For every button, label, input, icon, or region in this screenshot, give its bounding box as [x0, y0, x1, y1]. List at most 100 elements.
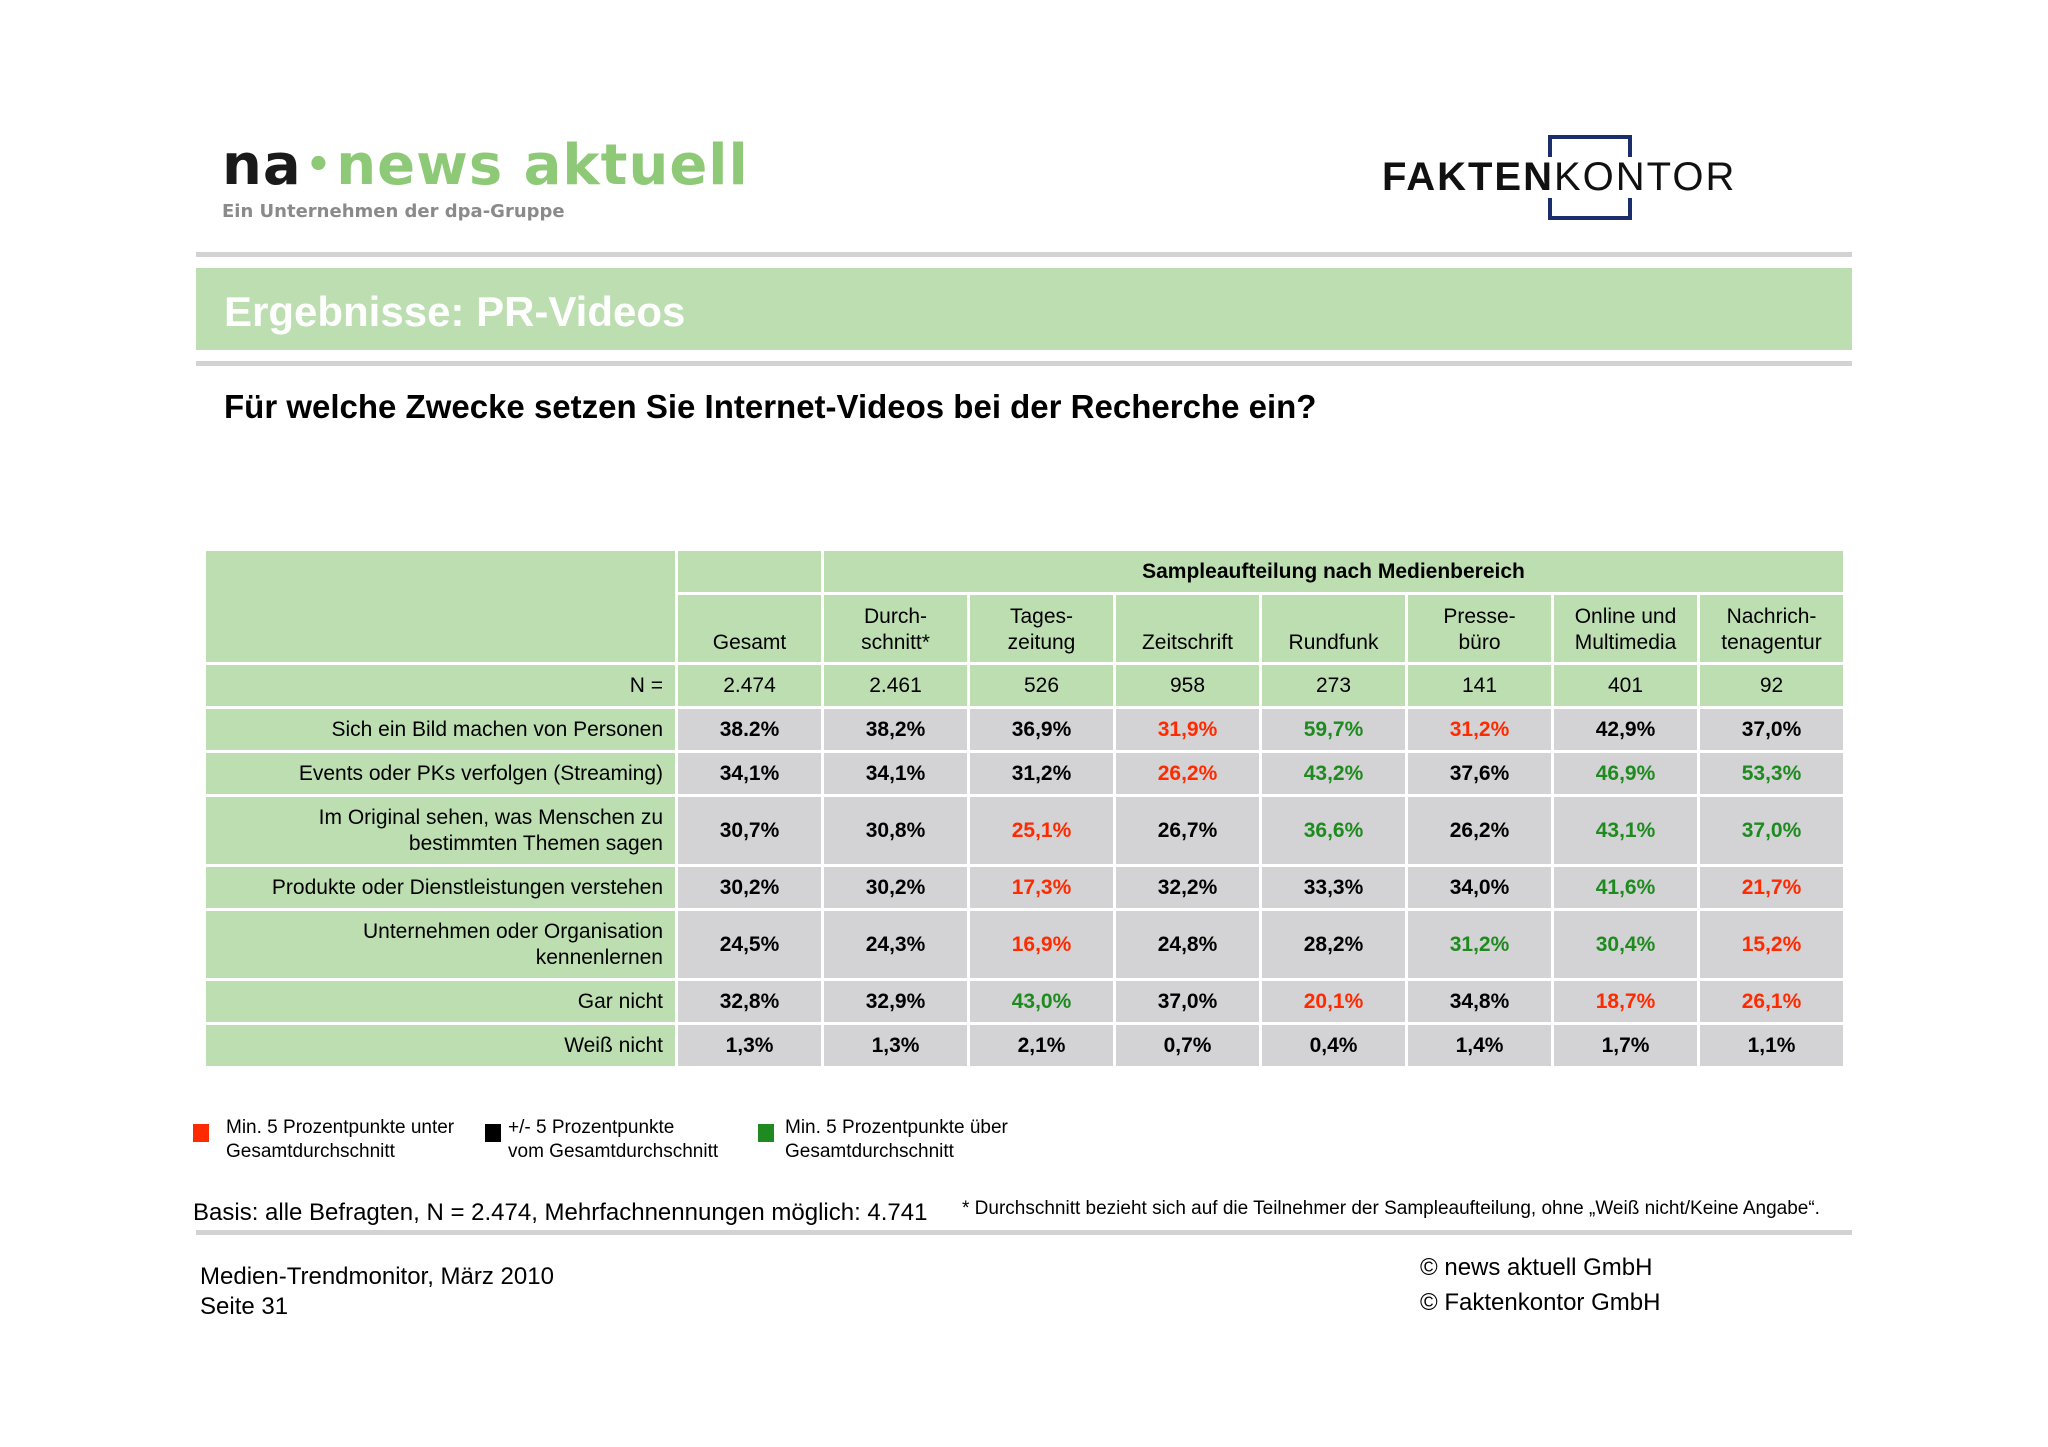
table-row: Unternehmen oder Organisation kennenlerne… — [203, 908, 1846, 981]
row-label: Unternehmen oder Organisation kennenlerne… — [203, 908, 678, 981]
row-label-line1: Sich ein Bild machen von Personen — [331, 717, 663, 741]
row-label-line1: Weiß nicht — [564, 1033, 663, 1057]
legend-neutral-line2: vom Gesamtdurchschnitt — [508, 1141, 719, 1162]
header-divider — [196, 252, 1852, 257]
value-cell: 30,8% — [821, 794, 970, 867]
n-row-label: N = — [203, 662, 678, 709]
table-row: Gar nicht 32,8% 32,9% 43,0% 37,0% 20,1% 34,8% 1… — [203, 978, 1846, 1025]
column-header: Presse-büro — [1405, 592, 1554, 665]
column-header-line1: Online und — [1574, 605, 1677, 628]
n-value-cell: 401 — [1551, 662, 1700, 709]
survey-question: Für welche Zwecke setzen Sie Internet-Vi… — [224, 388, 1317, 425]
value-cell: 43,0% — [967, 978, 1116, 1025]
table-row: Im Original sehen, was Menschen zu bestim… — [203, 794, 1846, 867]
sample-group-header: Sampleaufteilung nach Medienbereich — [821, 548, 1846, 595]
value-cell: 26,7% — [1113, 794, 1262, 867]
value-cell: 36,9% — [967, 706, 1116, 753]
results-table: Sampleaufteilung nach Medienbereich Gesa… — [203, 548, 1846, 1069]
row-label: Gar nicht — [203, 978, 678, 1025]
value-cell: 1,7% — [1551, 1022, 1700, 1069]
value-cell: 53,3% — [1697, 750, 1846, 797]
value-cell: 1,3% — [821, 1022, 970, 1069]
column-header-line2: tenagentur — [1721, 631, 1822, 654]
row-label-line1: Produkte oder Dienstleistungen verstehen — [271, 875, 663, 899]
value-cell: 2,1% — [967, 1022, 1116, 1069]
page-title: Ergebnisse: PR-Videos — [224, 288, 686, 335]
value-cell: 43,1% — [1551, 794, 1700, 867]
n-value-cell: 2.461 — [821, 662, 970, 709]
row-label: Sich ein Bild machen von Personen — [203, 706, 678, 753]
value-cell: 28,2% — [1259, 908, 1408, 981]
value-cell: 31,9% — [1113, 706, 1262, 753]
column-header-line1: Tages- — [1009, 605, 1074, 628]
logo-dot-icon: • — [305, 142, 333, 188]
source-info: Medien-Trendmonitor, März 2010 Seite 31 — [200, 1262, 554, 1322]
value-cell: 59,7% — [1259, 706, 1408, 753]
table-group-header-row: Sampleaufteilung nach Medienbereich — [203, 548, 1846, 665]
news-aktuell-logo: na •news aktuell Ein Unternehmen der dpa-… — [222, 132, 749, 222]
copyright-info: © news aktuell GmbH © Faktenkontor GmbH — [1420, 1250, 1660, 1320]
table-row: Events oder PKs verfolgen (Streaming) 34,… — [203, 750, 1846, 797]
column-header: Tages-zeitung — [967, 592, 1116, 665]
value-cell: 32,9% — [821, 978, 970, 1025]
legend-black-square-icon — [485, 1124, 501, 1142]
value-cell: 32,2% — [1113, 864, 1262, 911]
logo-bracket-bottom-icon — [1548, 198, 1632, 220]
value-cell: 24,3% — [821, 908, 970, 981]
column-header-line2: Gesamt — [712, 631, 787, 654]
row-label: Produkte oder Dienstleistungen verstehen — [203, 864, 678, 911]
column-header: Rundfunk — [1259, 592, 1408, 665]
table-row: Weiß nicht 1,3% 1,3% 2,1% 0,7% 0,4% 1,4% 1,7% 1,… — [203, 1022, 1846, 1069]
logo-brand-text: news aktuell — [336, 133, 749, 198]
value-cell: 41,6% — [1551, 864, 1700, 911]
legend-neutral-line1: +/- 5 Prozentpunkte — [508, 1117, 675, 1138]
value-cell: 37,0% — [1697, 794, 1846, 867]
value-cell: 43,2% — [1259, 750, 1408, 797]
value-cell: 34,1% — [675, 750, 824, 797]
legend-below-line2: Gesamtdurchschnitt — [226, 1141, 395, 1162]
column-header-line2: büro — [1458, 631, 1501, 654]
column-header-line2: Multimedia — [1574, 631, 1677, 654]
value-cell: 30,2% — [675, 864, 824, 911]
table-row: Produkte oder Dienstleistungen verstehen… — [203, 864, 1846, 911]
n-value-cell: 141 — [1405, 662, 1554, 709]
footer-divider — [196, 1230, 1852, 1235]
row-label: Weiß nicht — [203, 1022, 678, 1069]
table-group-spacer — [675, 548, 824, 595]
value-cell: 0,4% — [1259, 1022, 1408, 1069]
table-row: Sich ein Bild machen von Personen 38.2% 38… — [203, 706, 1846, 753]
value-cell: 31,2% — [1405, 706, 1554, 753]
row-label: Events oder PKs verfolgen (Streaming) — [203, 750, 678, 797]
value-cell: 36,6% — [1259, 794, 1408, 867]
row-label-line1: Im Original sehen, was Menschen zu — [318, 805, 663, 829]
logo-na-text: na — [222, 133, 302, 198]
column-header-line1: Presse- — [1443, 605, 1516, 628]
column-header: Nachrich-tenagentur — [1697, 592, 1846, 665]
column-header-line2: schnitt* — [861, 631, 930, 654]
value-cell: 1,1% — [1697, 1022, 1846, 1069]
legend-red-square-icon — [193, 1124, 209, 1142]
value-cell: 38.2% — [675, 706, 824, 753]
value-cell: 17,3% — [967, 864, 1116, 911]
row-label-line1: Gar nicht — [577, 989, 663, 1013]
value-cell: 16,9% — [967, 908, 1116, 981]
value-cell: 37,0% — [1113, 978, 1262, 1025]
value-cell: 26,2% — [1405, 794, 1554, 867]
value-cell: 25,1% — [967, 794, 1116, 867]
value-cell: 26,2% — [1113, 750, 1262, 797]
column-header: Online und Multimedia — [1551, 592, 1700, 665]
n-value-cell: 2.474 — [675, 662, 824, 709]
legend-below-line1: Min. 5 Prozentpunkte unter — [226, 1117, 455, 1138]
n-value-cell: 92 — [1697, 662, 1846, 709]
row-label-line2: bestimmten Themen sagen — [408, 831, 663, 855]
column-header-line2: Rundfunk — [1288, 631, 1379, 654]
value-cell: 30,4% — [1551, 908, 1700, 981]
value-cell: 0,7% — [1113, 1022, 1262, 1069]
value-cell: 26,1% — [1697, 978, 1846, 1025]
row-label-line1: Events oder PKs verfolgen (Streaming) — [298, 761, 663, 785]
column-header: Durch-schnitt* — [821, 592, 970, 665]
column-header: Zeitschrift — [1113, 592, 1262, 665]
value-cell: 34,8% — [1405, 978, 1554, 1025]
column-header-line1: Durch- — [863, 605, 927, 628]
value-cell: 1,3% — [675, 1022, 824, 1069]
